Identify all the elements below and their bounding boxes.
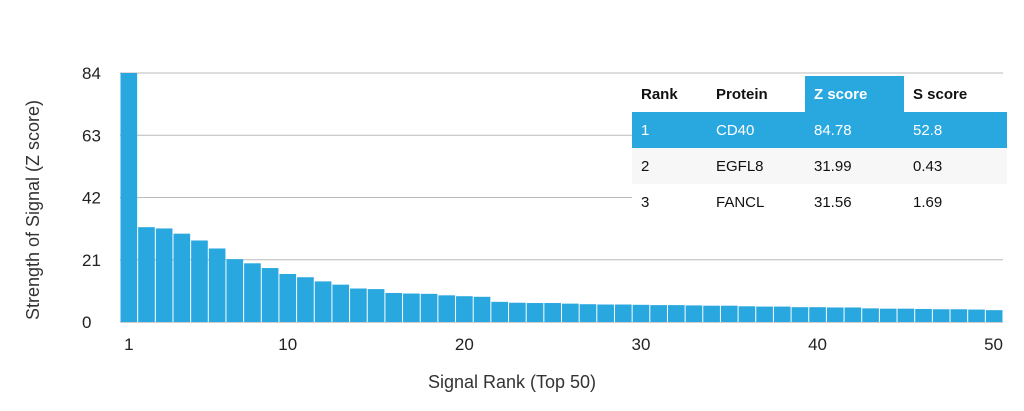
bar-rank-6 [208,248,226,322]
cell-protein: FANCL [707,184,805,220]
bar-rank-48 [950,309,968,322]
cell-protein: EGFL8 [707,148,805,184]
bar-rank-2 [138,227,155,322]
bar-rank-28 [597,304,614,322]
bar-rank-5 [191,240,208,322]
bar-rank-21 [473,296,491,322]
cell-z-score: 31.99 [805,148,904,184]
bar-rank-11 [297,277,314,322]
bar-rank-45 [897,308,915,322]
x-tick-label: 50 [984,335,1003,354]
x-tick-label: 40 [808,335,827,354]
bar-rank-37 [756,306,773,322]
bar-rank-49 [968,309,985,322]
cell-s-score: 0.43 [904,148,1007,184]
bar-rank-31 [650,305,667,322]
x-tick-label: 1 [124,335,133,354]
bar-rank-20 [456,296,473,322]
bar-rank-19 [438,295,456,322]
cell-rank: 3 [632,184,707,220]
cell-rank: 1 [632,112,707,148]
bar-rank-29 [614,304,632,322]
cell-z-score: 84.78 [805,112,904,148]
bar-rank-30 [632,304,650,322]
bar-rank-41 [826,307,844,322]
y-tick-label: 21 [82,251,101,270]
bar-rank-33 [685,305,703,322]
header-s-score: S score [904,76,1007,112]
y-tick-label: 63 [82,126,101,145]
bar-rank-26 [562,303,579,322]
bar-rank-39 [791,307,809,322]
bar-rank-1 [120,73,138,322]
bar-rank-22 [491,301,509,322]
cell-s-score: 1.69 [904,184,1007,220]
bar-rank-16 [385,292,403,322]
bar-rank-44 [879,308,897,322]
header-z-score: Z score [805,76,904,112]
bar-rank-46 [915,308,932,322]
y-axis-title: Strength of Signal (Z score) [23,100,43,320]
bar-rank-12 [314,281,332,322]
bar-rank-38 [773,306,791,322]
bar-rank-50 [985,310,1003,322]
cell-s-score: 52.8 [904,112,1007,148]
header-protein: Protein [707,76,805,112]
bar-rank-3 [155,228,173,322]
bar-rank-47 [932,309,950,322]
top-proteins-table: Rank Protein Z score S score 1 CD40 84.7… [632,76,1007,220]
bar-rank-14 [350,288,367,322]
bar-rank-18 [420,293,438,322]
y-tick-label: 84 [82,64,101,83]
bar-rank-40 [809,307,826,322]
bar-rank-23 [509,302,526,322]
bar-rank-9 [261,268,279,322]
bar-rank-36 [738,306,756,322]
bar-rank-34 [703,305,720,322]
cell-protein: CD40 [707,112,805,148]
table-row: 2 EGFL8 31.99 0.43 [632,148,1007,184]
bar-rank-35 [720,305,738,322]
bar-rank-10 [279,273,297,322]
x-axis-title: Signal Rank (Top 50) [428,372,596,392]
cell-rank: 2 [632,148,707,184]
table-row: 1 CD40 84.78 52.8 [632,112,1007,148]
table-header-row: Rank Protein Z score S score [632,76,1007,112]
y-tick-label: 42 [82,189,101,208]
bar-rank-7 [226,259,244,322]
x-tick-label: 20 [455,335,474,354]
bars [120,73,1003,322]
bar-rank-13 [332,284,350,322]
bar-rank-15 [367,289,385,322]
table-row: 3 FANCL 31.56 1.69 [632,184,1007,220]
x-tick-label: 30 [632,335,651,354]
bar-rank-42 [844,307,862,322]
bar-rank-32 [667,305,685,322]
bar-rank-25 [544,303,561,322]
bar-rank-43 [862,308,879,322]
bar-rank-8 [244,263,261,322]
x-tick-labels: 1 10 20 30 40 50 [124,335,1003,354]
bar-rank-17 [403,293,420,322]
cell-z-score: 31.56 [805,184,904,220]
bar-rank-27 [579,304,597,322]
y-tick-labels: 0 21 42 63 84 [82,64,101,332]
bar-rank-24 [526,303,544,322]
header-rank: Rank [632,76,707,112]
x-tick-label: 10 [278,335,297,354]
y-tick-label: 0 [82,313,91,332]
bar-rank-4 [173,233,191,322]
